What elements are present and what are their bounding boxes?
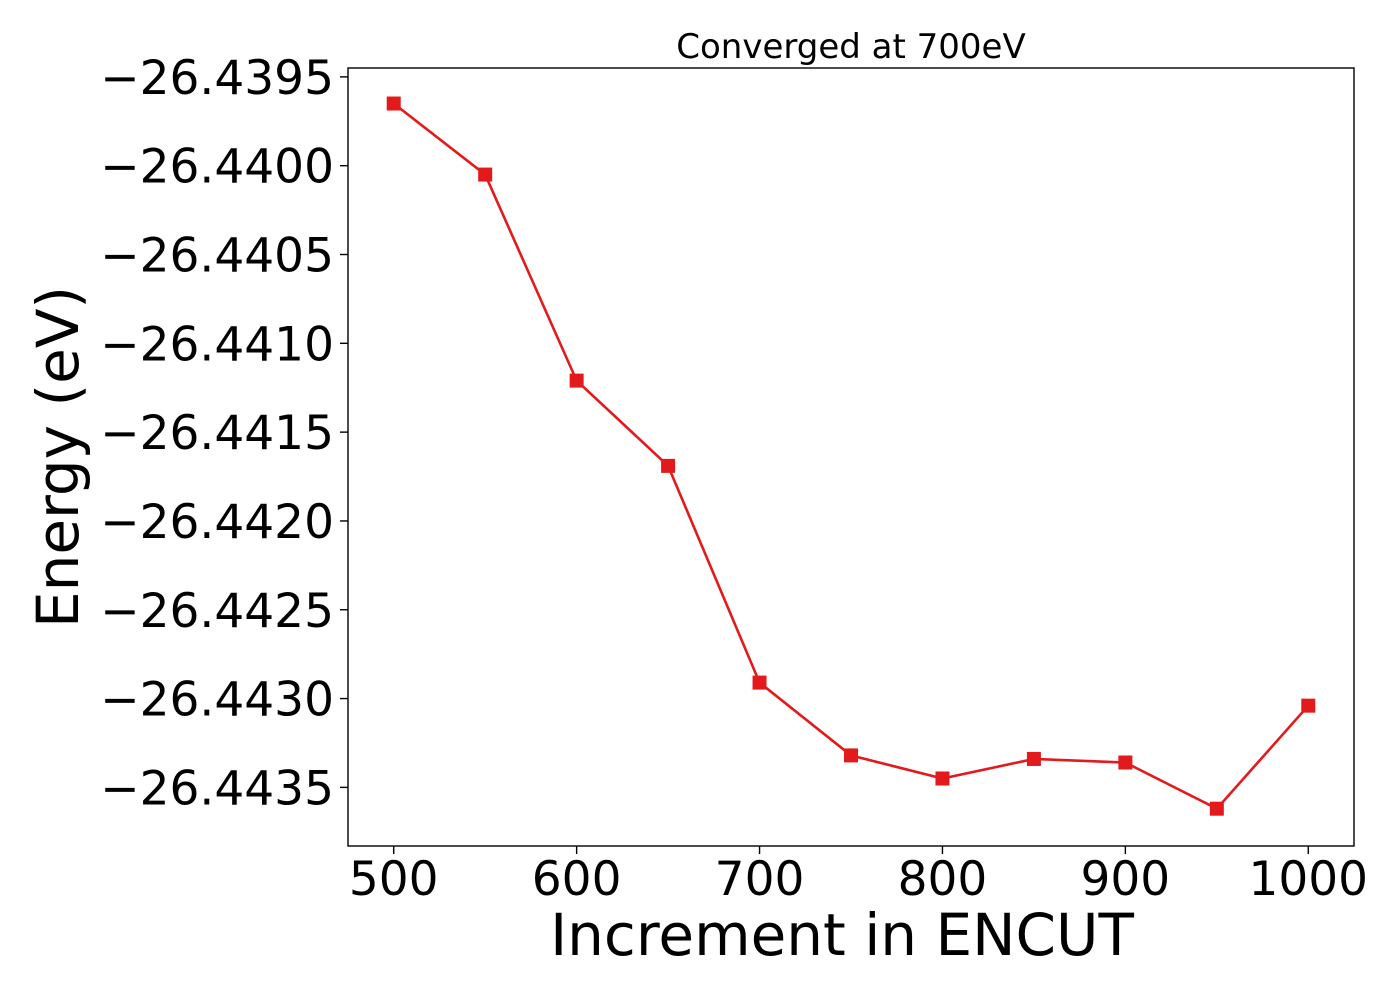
x-tick-label: 900 [1081,852,1171,907]
data-point-marker [386,96,401,111]
x-axis-label: Increment in ENCUT [550,901,1134,969]
data-point-marker [661,458,676,473]
data-point-marker [1209,801,1224,816]
y-axis-label: Energy (eV) [24,286,92,628]
data-point-marker [1118,755,1133,770]
plot-area [386,96,1316,816]
data-point-marker [569,373,584,388]
y-tick-label: −26.4400 [100,140,334,195]
y-tick-label: −26.4395 [100,51,334,106]
data-point-marker [935,771,950,786]
x-tick-label: 800 [898,852,988,907]
x-tick-label: 700 [715,852,805,907]
y-tick-label: −26.4430 [100,673,334,728]
y-tick-label: −26.4435 [100,761,334,816]
y-tick-label: −26.4425 [100,584,334,639]
y-tick-label: −26.4410 [100,317,334,372]
chart-title: Converged at 700eV [676,27,1025,67]
data-point-marker [844,748,858,763]
y-tick-label: −26.4415 [100,406,334,461]
x-tick-label: 1000 [1248,852,1368,907]
data-point-marker [1301,698,1316,713]
data-point-marker [478,167,493,182]
x-axis: 500 600 700 800 900 1000 [349,846,1368,907]
data-point-marker [1026,751,1041,766]
x-tick-label: 600 [532,852,622,907]
y-tick-label: −26.4420 [100,495,334,550]
x-tick-label: 500 [349,852,439,907]
y-axis: −26.4395 −26.4400 −26.4405 −26.4410 −26.4415… [100,51,348,816]
y-tick-label: −26.4405 [100,229,334,284]
plot-frame [347,67,1355,847]
data-point-marker [752,675,767,690]
